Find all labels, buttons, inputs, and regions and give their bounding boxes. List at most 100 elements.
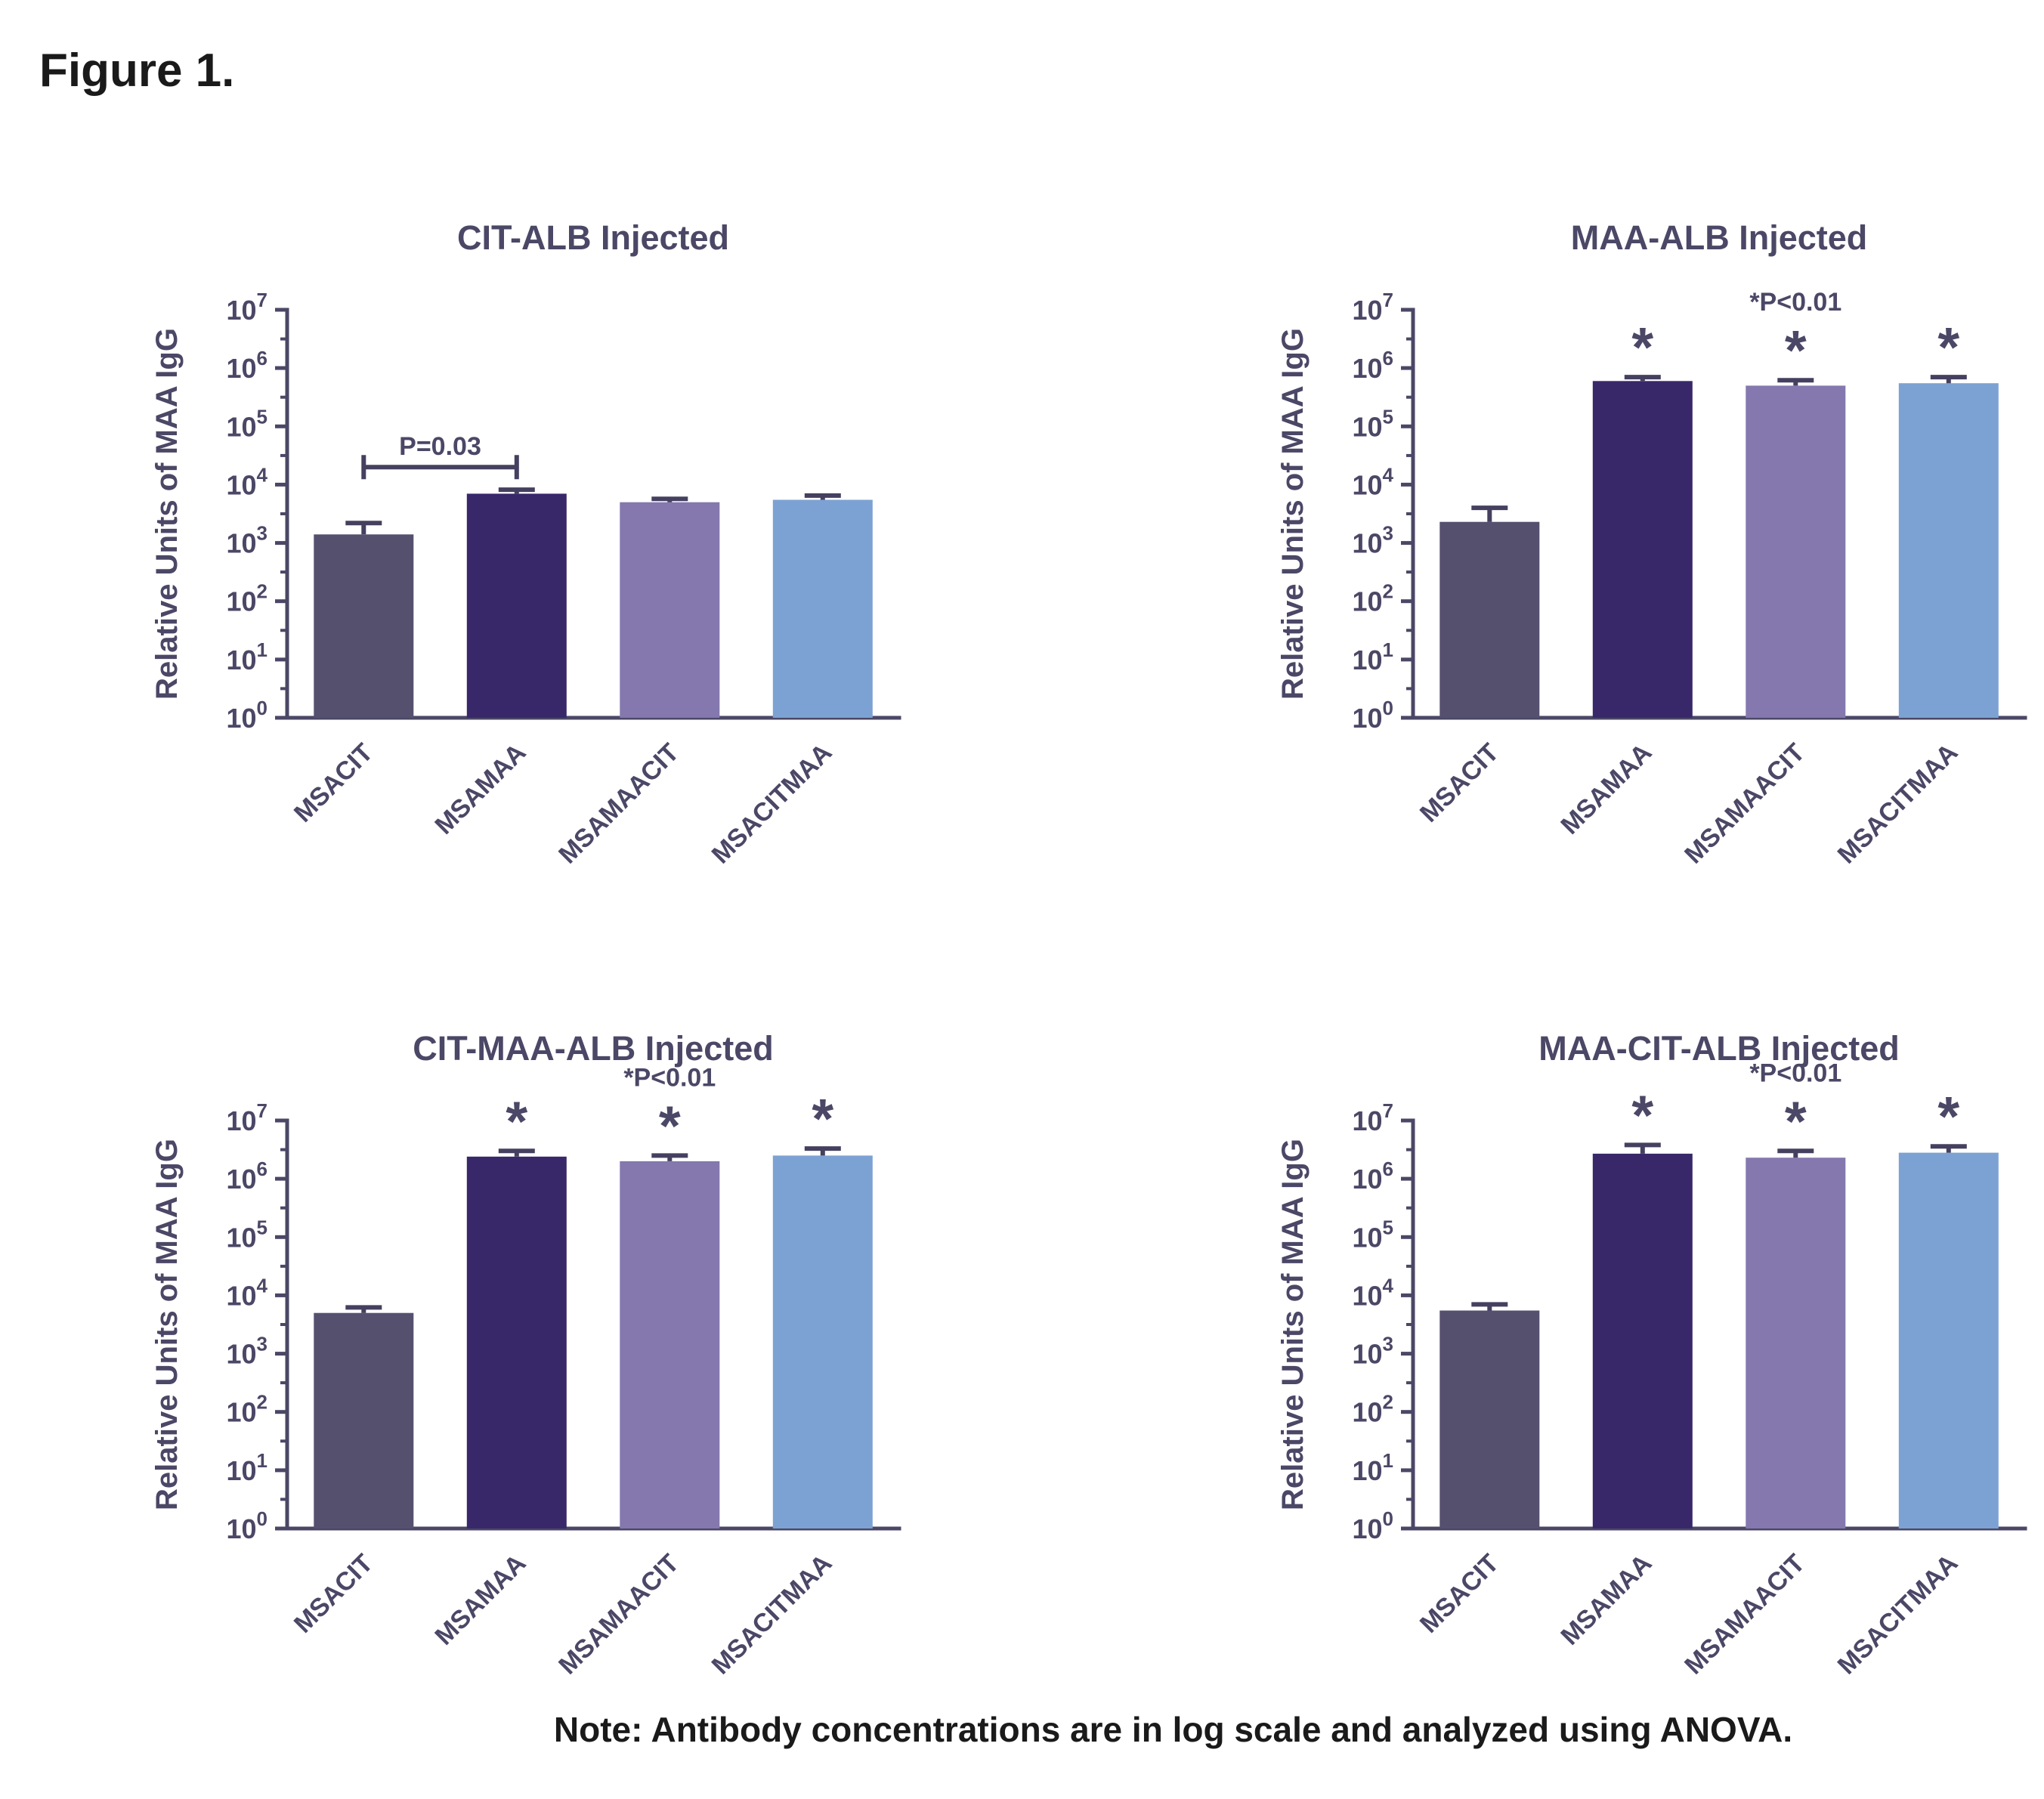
x-category-label: MSAMAACIT — [1679, 738, 1811, 870]
y-tick-label: 102 — [1352, 1391, 1393, 1428]
significance-asterisk: * — [812, 1087, 833, 1150]
p-value-label: *P<0.01 — [1749, 288, 1841, 317]
y-tick-label: 101 — [226, 638, 267, 675]
bar — [1592, 1153, 1693, 1529]
bracket-p-label: P=0.03 — [399, 432, 481, 461]
error-bar — [651, 1153, 688, 1161]
significance-asterisk: * — [1631, 316, 1653, 379]
comparison-bracket — [361, 455, 519, 480]
error-bar — [651, 496, 688, 502]
bar — [1439, 521, 1540, 718]
y-axis-label: Relative Units of MAA IgG — [1276, 328, 1310, 700]
bar — [1898, 383, 1999, 718]
significance-asterisk: * — [659, 1094, 681, 1157]
x-category-label: MSAMAA — [429, 1549, 531, 1651]
p-value-label: *P<0.01 — [1749, 1059, 1841, 1087]
x-category-label: MSACITMAA — [707, 738, 838, 870]
chart-cit-maa-alb-injected: CIT-MAA-ALB Injected Relative Units of MA… — [150, 1029, 901, 1680]
significance-asterisk: * — [1937, 316, 1959, 379]
error-bar — [345, 1305, 382, 1313]
p-value-label: *P<0.01 — [623, 1063, 716, 1092]
y-tick-label: 103 — [226, 1333, 267, 1370]
bar — [1746, 1158, 1846, 1529]
y-tick-label: 100 — [226, 697, 267, 734]
y-tick-label: 102 — [1352, 580, 1393, 617]
y-tick-label: 107 — [226, 289, 267, 326]
figure-note: Note: Antibody concentrations are in log… — [553, 1710, 1793, 1749]
y-tick-label: 105 — [226, 1216, 267, 1253]
chart-maa-alb-injected: MAA-ALB Injected Relative Units of MAA Ig… — [1276, 218, 2027, 870]
error-bar — [1471, 1302, 1508, 1311]
y-tick-label: 107 — [1352, 289, 1393, 326]
y-tick-label: 100 — [226, 1507, 267, 1544]
y-tick-label: 105 — [1352, 1216, 1393, 1253]
error-bar — [1471, 505, 1508, 522]
error-bar — [345, 521, 382, 535]
error-bar — [1777, 378, 1814, 386]
x-category-label: MSACITMAA — [707, 1549, 838, 1680]
y-tick-label: 104 — [226, 463, 267, 500]
x-category-label: MSAMAACIT — [553, 1549, 685, 1680]
x-category-label: MSACITMAA — [1832, 738, 1964, 870]
y-tick-label: 106 — [226, 1158, 267, 1195]
significance-asterisk: * — [1785, 319, 1807, 382]
y-tick-label: 104 — [1352, 1274, 1393, 1311]
y-tick-label: 101 — [1352, 1449, 1393, 1486]
chart-title: MAA-ALB Injected — [1571, 218, 1868, 257]
chart-title: CIT-ALB Injected — [457, 218, 729, 257]
bar — [1746, 385, 1846, 718]
significance-asterisk: * — [1937, 1085, 1959, 1148]
y-tick-label: 104 — [226, 1274, 267, 1311]
error-bar — [804, 1146, 841, 1156]
y-tick-label: 107 — [226, 1099, 267, 1136]
bar — [620, 1161, 720, 1529]
figure-label: Figure 1. — [39, 45, 235, 97]
y-tick-label: 106 — [226, 347, 267, 384]
y-tick-label: 104 — [1352, 463, 1393, 500]
bar — [314, 534, 414, 718]
y-tick-label: 102 — [226, 580, 267, 617]
y-tick-label: 105 — [226, 405, 267, 442]
bar — [772, 499, 873, 718]
y-tick-label: 102 — [226, 1391, 267, 1428]
x-category-label: MSACIT — [289, 738, 379, 828]
bar — [466, 1156, 567, 1529]
bar — [314, 1312, 414, 1529]
x-category-label: MSACIT — [1415, 1549, 1504, 1639]
y-tick-label: 101 — [226, 1449, 267, 1486]
error-bar — [1624, 1142, 1661, 1154]
bar — [772, 1155, 873, 1529]
chart-title: MAA-CIT-ALB Injected — [1538, 1029, 1900, 1068]
error-bar — [804, 493, 841, 500]
bar — [1439, 1310, 1540, 1529]
error-bar — [498, 487, 535, 494]
y-tick-label: 105 — [1352, 405, 1393, 442]
y-tick-label: 107 — [1352, 1099, 1393, 1136]
error-bar — [498, 1148, 535, 1157]
y-tick-label: 100 — [1352, 1507, 1393, 1544]
y-tick-label: 106 — [1352, 347, 1393, 384]
y-axis-label: Relative Units of MAA IgG — [1276, 1139, 1310, 1510]
bar — [1898, 1152, 1999, 1529]
chart-cit-alb-injected: CIT-ALB Injected Relative Units of MAA Ig… — [150, 218, 901, 870]
bar — [466, 493, 567, 718]
significance-asterisk: * — [1785, 1090, 1807, 1152]
chart-title: CIT-MAA-ALB Injected — [413, 1029, 774, 1068]
x-category-label: MSAMAA — [429, 738, 531, 840]
x-category-label: MSAMAACIT — [553, 738, 685, 870]
significance-asterisk: * — [1631, 1083, 1653, 1146]
y-tick-label: 103 — [1352, 1333, 1393, 1370]
y-tick-label: 106 — [1352, 1158, 1393, 1195]
bar — [620, 502, 720, 718]
x-category-label: MSAMAA — [1555, 1549, 1657, 1651]
y-tick-label: 103 — [1352, 522, 1393, 559]
x-category-label: MSACIT — [1415, 738, 1504, 828]
x-category-label: MSACITMAA — [1832, 1549, 1964, 1680]
y-axis-label: Relative Units of MAA IgG — [150, 328, 184, 700]
chart-maa-cit-alb-injected: MAA-CIT-ALB Injected Relative Units of MA… — [1276, 1029, 2027, 1680]
significance-asterisk: * — [506, 1090, 527, 1152]
error-bar — [1777, 1148, 1814, 1158]
y-tick-label: 103 — [226, 522, 267, 559]
error-bar — [1930, 375, 1967, 384]
